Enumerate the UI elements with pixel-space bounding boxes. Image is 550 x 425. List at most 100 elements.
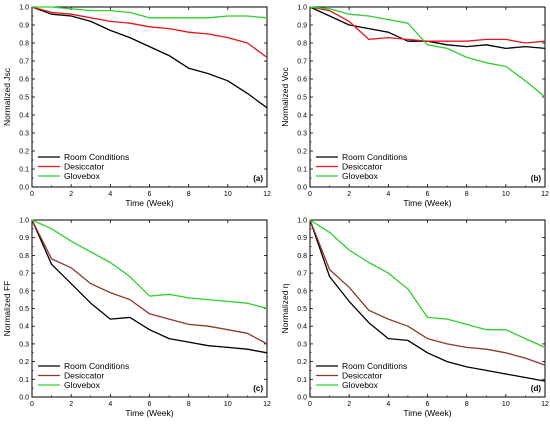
- y-tick-label: 0.4: [19, 113, 29, 120]
- x-tick-label: 4: [386, 191, 390, 198]
- y-tick-label: 0.3: [19, 131, 29, 138]
- y-axis-label: Normalized FF: [2, 281, 12, 337]
- x-tick-label: 10: [224, 401, 232, 408]
- y-tick-label: 0.1: [297, 377, 307, 384]
- legend-entry: Room Conditions: [64, 361, 129, 371]
- y-tick-label: 0.6: [297, 288, 307, 295]
- legend-entry: Room Conditions: [342, 152, 407, 162]
- y-axis-label: Normalized η: [280, 283, 290, 333]
- legend-entry: Room Conditions: [342, 361, 407, 371]
- y-tick-label: 0.3: [297, 131, 307, 138]
- series-line-desiccator: [309, 219, 546, 366]
- x-tick-label: 2: [347, 401, 351, 408]
- x-axis-label: Time (Week): [403, 198, 451, 208]
- legend-entry: Glovebox: [64, 171, 101, 181]
- panel-3: 0.0 0.1 0.2 0.3 0.4 0.5 0.6 0.7 0.8 0.9 1.0 0 2 4 6 8 10…: [280, 218, 549, 419]
- x-tick-label: 8: [187, 191, 191, 198]
- y-tick-label: 0.0: [297, 185, 307, 192]
- y-tick-label: 0.0: [19, 185, 29, 192]
- x-axis-label: Time (Week): [125, 198, 173, 208]
- x-tick-label: 6: [426, 401, 430, 408]
- y-tick-label: 0.0: [297, 395, 307, 402]
- panel-1: 0.0 0.1 0.2 0.3 0.4 0.5 0.6 0.7 0.8 0.9 1.0 0 2 4 6 8 10…: [280, 5, 549, 209]
- x-tick-label: 0: [308, 401, 312, 408]
- legend-entry: Glovebox: [64, 380, 101, 390]
- y-tick-label: 0.4: [297, 113, 307, 120]
- series-line-glovebox: [309, 6, 546, 98]
- y-tick-label: 0.9: [297, 235, 307, 242]
- y-tick-label: 0.8: [19, 41, 29, 48]
- x-tick-label: 4: [108, 191, 112, 198]
- y-tick-label: 0.4: [19, 324, 29, 331]
- y-tick-label: 0.8: [297, 41, 307, 48]
- legend-entry: Glovebox: [342, 380, 379, 390]
- x-tick-label: 6: [148, 191, 152, 198]
- x-tick-label: 8: [187, 401, 191, 408]
- x-tick-label: 10: [502, 191, 510, 198]
- y-tick-label: 1.0: [297, 5, 307, 12]
- y-tick-label: 0.5: [297, 95, 307, 102]
- y-tick-label: 0.1: [19, 167, 29, 174]
- x-tick-label: 8: [465, 191, 469, 198]
- y-axis-label: Normalized Voc: [280, 66, 290, 126]
- series-line-desiccator: [309, 6, 546, 44]
- series-line-glovebox: [32, 6, 268, 19]
- x-tick-label: 2: [347, 191, 351, 198]
- legend-entry: Desiccator: [342, 162, 382, 172]
- y-tick-label: 0.1: [297, 167, 307, 174]
- y-tick-label: 0.1: [19, 377, 29, 384]
- y-tick-label: 0.4: [297, 324, 307, 331]
- x-tick-label: 12: [541, 401, 549, 408]
- y-tick-label: 0.9: [19, 23, 29, 30]
- x-tick-label: 12: [263, 191, 271, 198]
- series-line-room-conditions: [31, 219, 268, 354]
- y-tick-label: 0.3: [19, 341, 29, 348]
- legend-entry: Glovebox: [342, 171, 379, 181]
- y-tick-label: 0.9: [297, 23, 307, 30]
- y-tick-label: 0.2: [297, 359, 307, 366]
- panel-0: 0.0 0.1 0.2 0.3 0.4 0.5 0.6 0.7 0.8 0.9 1.0 0 2 4 6 8 10…: [2, 5, 271, 209]
- y-tick-label: 0.7: [19, 59, 29, 66]
- x-tick-label: 12: [541, 191, 549, 198]
- y-tick-label: 0.7: [19, 271, 29, 278]
- y-tick-label: 1.0: [19, 218, 29, 225]
- series-line-room-conditions: [309, 219, 546, 382]
- x-tick-label: 2: [69, 401, 73, 408]
- y-tick-label: 0.9: [19, 235, 29, 242]
- panel-2: 0.0 0.1 0.2 0.3 0.4 0.5 0.6 0.7 0.8 0.9 1.0 0 2 4 6 8 10…: [2, 218, 271, 419]
- y-tick-label: 0.5: [297, 306, 307, 313]
- panel-label: (d): [531, 384, 542, 393]
- legend-entry: Room Conditions: [64, 152, 129, 162]
- x-tick-label: 4: [386, 401, 390, 408]
- y-tick-label: 1.0: [19, 5, 29, 12]
- panel-label: (b): [531, 174, 542, 183]
- y-tick-label: 0.6: [297, 77, 307, 84]
- legend-entry: Desiccator: [64, 371, 104, 381]
- panel-label: (a): [253, 174, 263, 183]
- x-tick-label: 0: [30, 401, 34, 408]
- x-tick-label: 2: [69, 191, 73, 198]
- x-tick-label: 12: [263, 401, 271, 408]
- x-tick-label: 10: [224, 191, 232, 198]
- x-tick-label: 8: [465, 401, 469, 408]
- x-axis-label: Time (Week): [403, 408, 451, 418]
- series-line-room-conditions: [31, 6, 268, 109]
- y-tick-label: 0.6: [19, 288, 29, 295]
- y-tick-label: 0.7: [297, 271, 307, 278]
- x-tick-label: 6: [426, 191, 430, 198]
- panel-label: (c): [253, 384, 263, 393]
- series-line-glovebox: [31, 219, 268, 310]
- legend-entry: Desiccator: [342, 371, 382, 381]
- x-tick-label: 6: [148, 401, 152, 408]
- series-line-glovebox: [309, 219, 546, 348]
- x-axis-label: Time (Week): [125, 408, 173, 418]
- y-tick-label: 0.8: [297, 253, 307, 260]
- y-tick-label: 1.0: [297, 218, 307, 225]
- y-axis-label: Normalized Jsc: [2, 67, 12, 126]
- series-line-desiccator: [31, 6, 268, 58]
- y-tick-label: 0.5: [19, 306, 29, 313]
- x-tick-label: 0: [308, 191, 312, 198]
- x-tick-label: 10: [502, 401, 510, 408]
- series-line-desiccator: [31, 219, 268, 345]
